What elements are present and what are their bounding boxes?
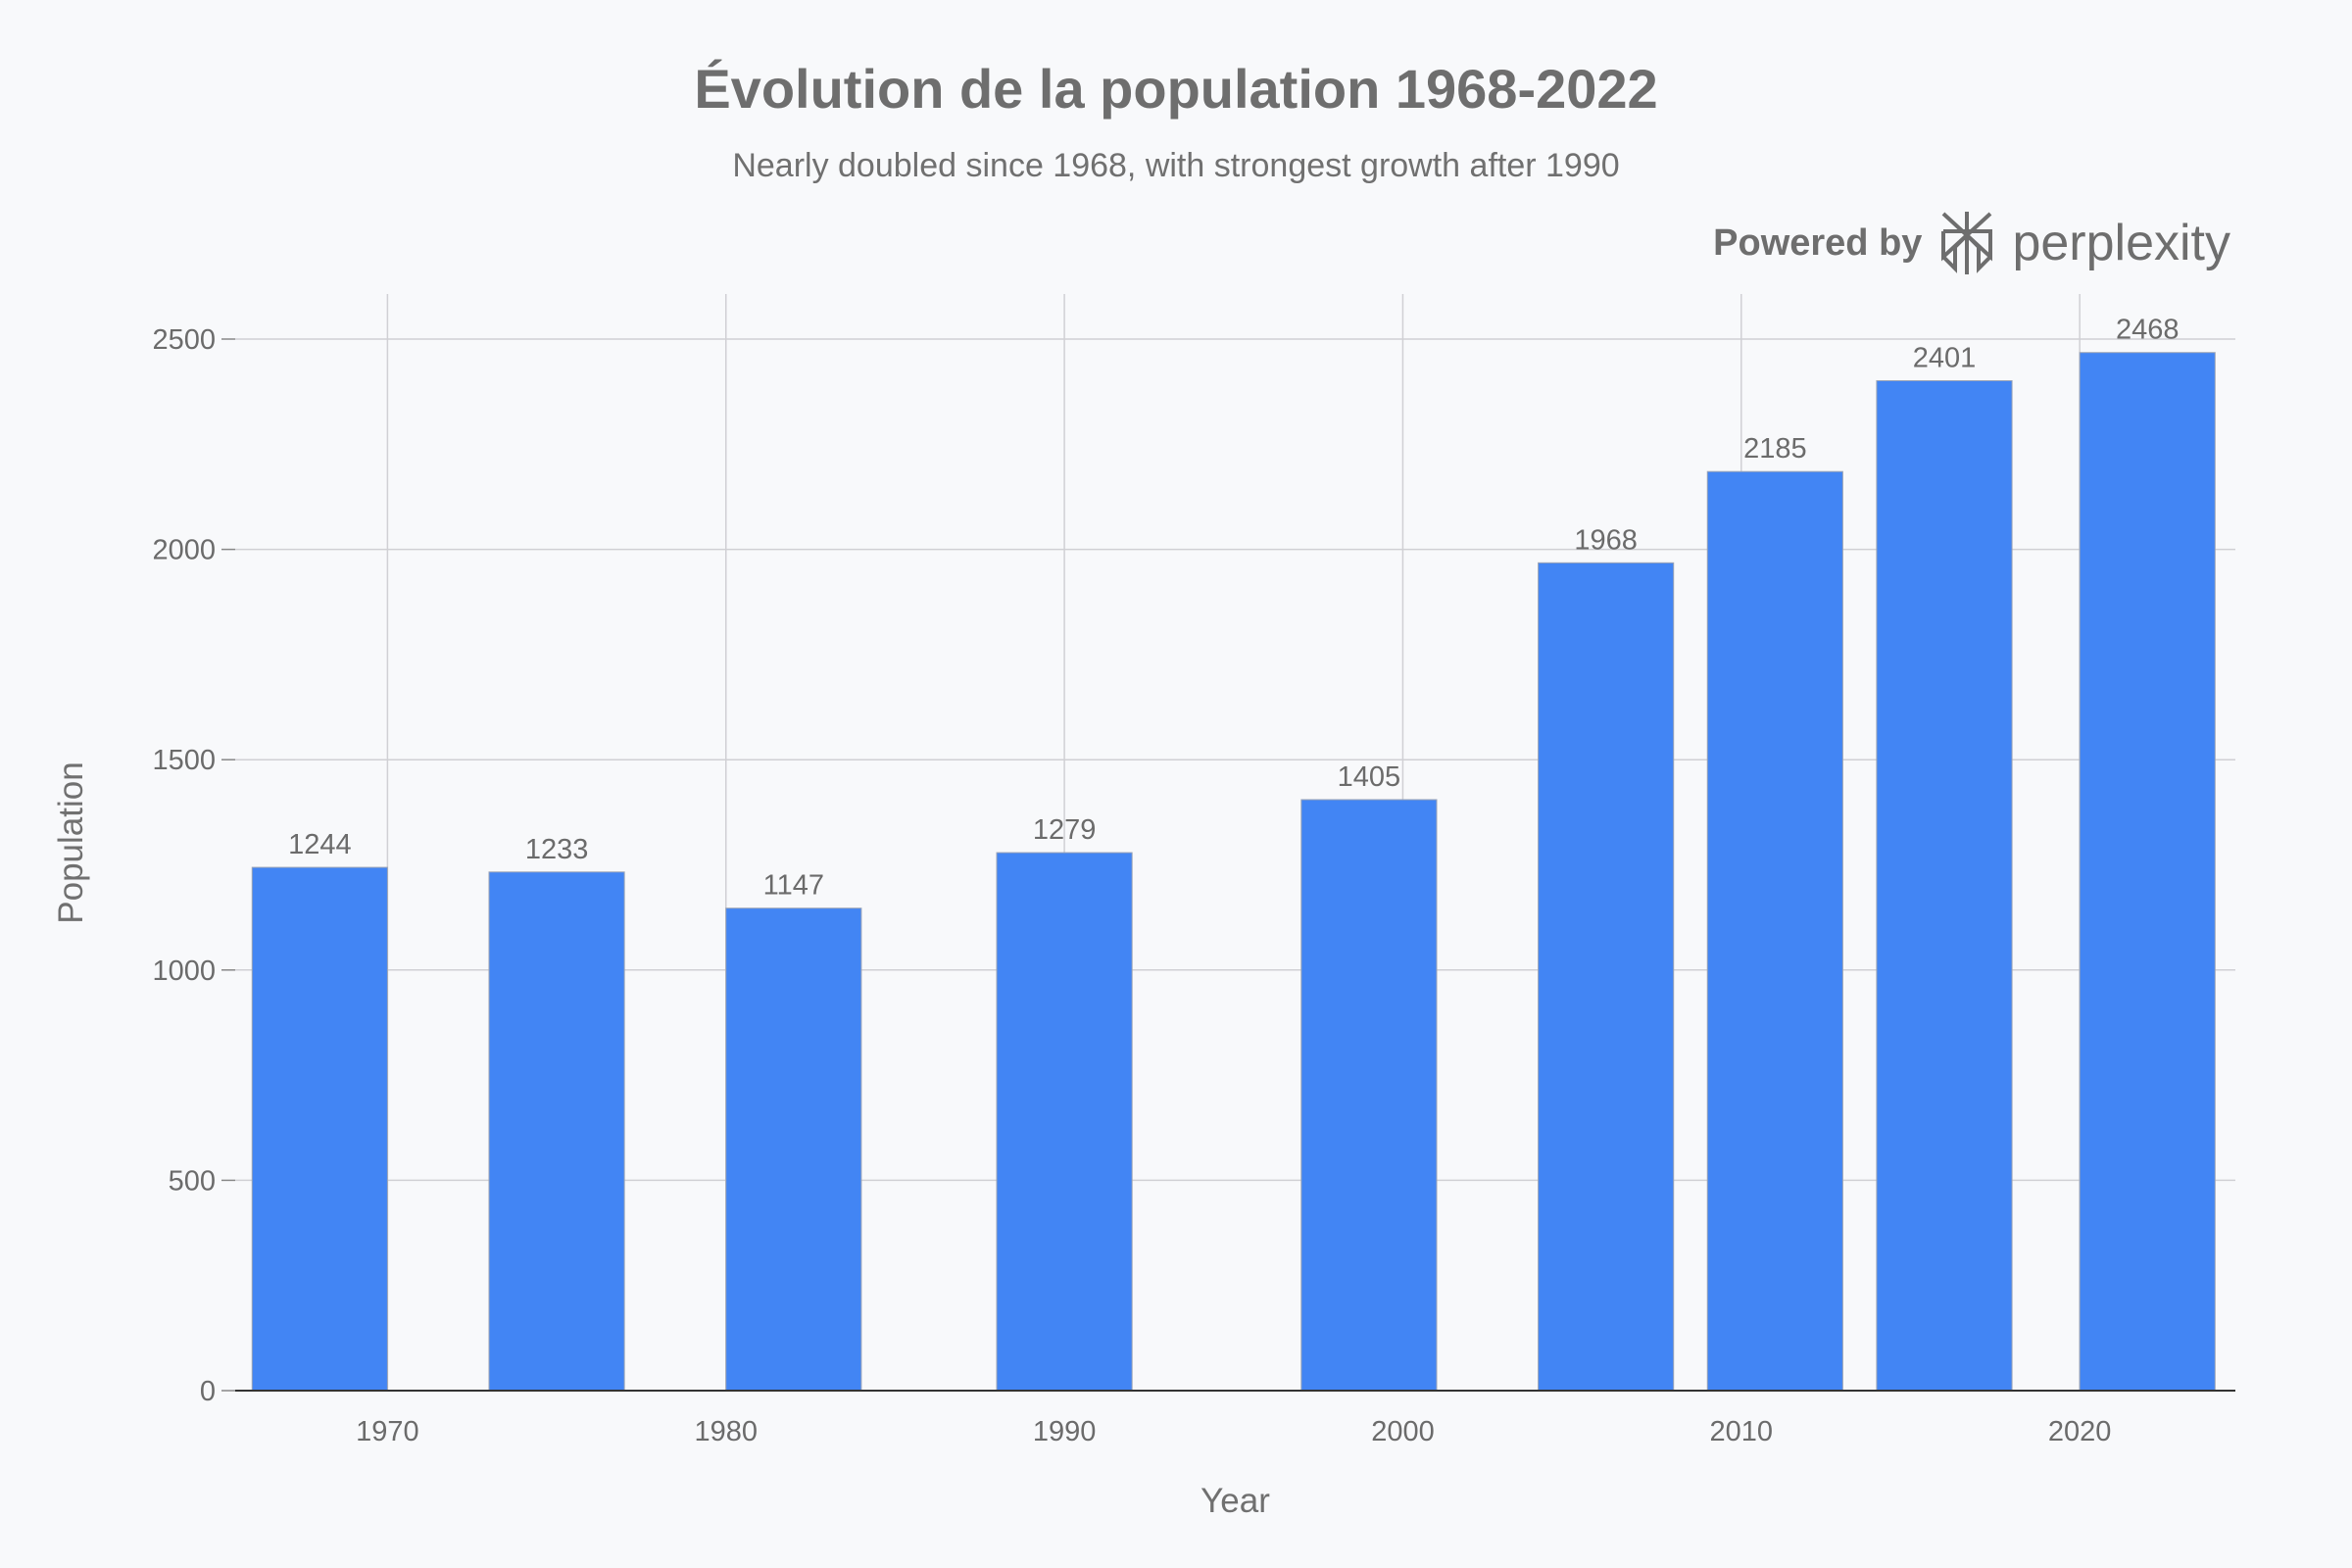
bar-1982 [725, 907, 862, 1392]
data-label-1982: 1147 [763, 870, 824, 902]
y-tick-label: 2500 [152, 324, 216, 356]
chart-subtitle: Nearly doubled since 1968, with stronges… [732, 147, 1620, 184]
data-label-1999: 1405 [1338, 761, 1401, 793]
x-tick-label: 2010 [1710, 1416, 1774, 1447]
x-tick-label: 1980 [694, 1416, 758, 1447]
bar-2006 [1538, 562, 1675, 1392]
chart-title: Évolution de la population 1968-2022 [694, 58, 1658, 120]
x-tick-label: 2020 [2048, 1416, 2112, 1447]
bar-2022 [2079, 352, 2216, 1392]
y-tick-label: 1000 [152, 956, 216, 987]
perplexity-brand-text: perplexity [2012, 215, 2230, 271]
data-label-1968: 1244 [288, 829, 352, 860]
bar-2016 [1876, 379, 2013, 1392]
bar-1968 [251, 866, 388, 1392]
y-tick-label: 500 [169, 1165, 216, 1197]
powered-by-text: Powered by [1713, 221, 1923, 264]
x-tick-label: 2000 [1371, 1416, 1435, 1447]
bar-1990 [996, 852, 1133, 1392]
powered-by-badge: Powered by perplexity [1713, 208, 2230, 278]
y-tick-label: 1500 [152, 745, 216, 776]
perplexity-logo-icon [1941, 212, 1993, 274]
bar-1999 [1300, 799, 1438, 1392]
x-axis-label: Year [1200, 1482, 1270, 1520]
x-tick-label: 1990 [1033, 1416, 1097, 1447]
bar-1975 [488, 871, 625, 1392]
data-label-2011: 2185 [1743, 433, 1807, 465]
data-label-2016: 2401 [1913, 342, 1977, 373]
bar-2011 [1706, 470, 1843, 1392]
y-axis-label: Population [52, 761, 90, 923]
data-label-1975: 1233 [525, 834, 589, 865]
x-tick-label: 1970 [356, 1416, 419, 1447]
y-tick-label: 2000 [152, 535, 216, 566]
data-label-2006: 1968 [1574, 524, 1638, 556]
data-label-2022: 2468 [2116, 315, 2180, 346]
data-label-1990: 1279 [1033, 814, 1097, 846]
y-tick-label: 0 [200, 1376, 216, 1407]
